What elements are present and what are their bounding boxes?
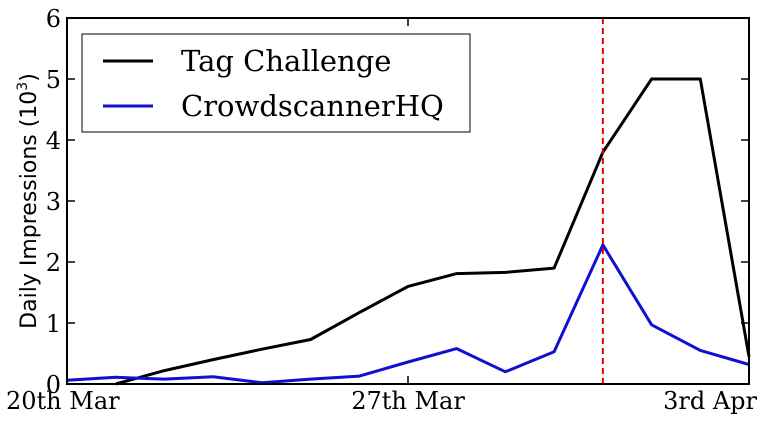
y-axis-title: Daily Impressions (103) bbox=[15, 73, 42, 329]
y-tick-label: 2 bbox=[46, 249, 61, 277]
legend: Tag Challenge CrowdscannerHQ bbox=[81, 33, 471, 133]
x-tick-label: 3rd Apr bbox=[663, 387, 757, 415]
y-tick-label: 4 bbox=[46, 127, 61, 155]
y-tick-label: 6 bbox=[46, 5, 61, 33]
legend-label-2: CrowdscannerHQ bbox=[181, 89, 444, 123]
y-axis-title-exponent: 3 bbox=[15, 82, 31, 91]
x-tick-label: 27th Mar bbox=[351, 387, 465, 415]
y-axis-title-main: Daily Impressions (10 bbox=[17, 91, 42, 329]
y-tick-label: 0 bbox=[46, 371, 61, 399]
series-line-1 bbox=[115, 77, 751, 386]
series-line-2 bbox=[66, 243, 750, 385]
y-tick-label: 5 bbox=[46, 66, 61, 94]
x-tick-label: 20th Mar bbox=[6, 387, 120, 415]
legend-label-1: Tag Challenge bbox=[181, 44, 391, 78]
y-tick-label: 1 bbox=[46, 310, 61, 338]
y-axis-title-suffix: ) bbox=[17, 73, 42, 82]
legend-box bbox=[81, 33, 471, 133]
y-tick-label: 3 bbox=[46, 188, 61, 216]
